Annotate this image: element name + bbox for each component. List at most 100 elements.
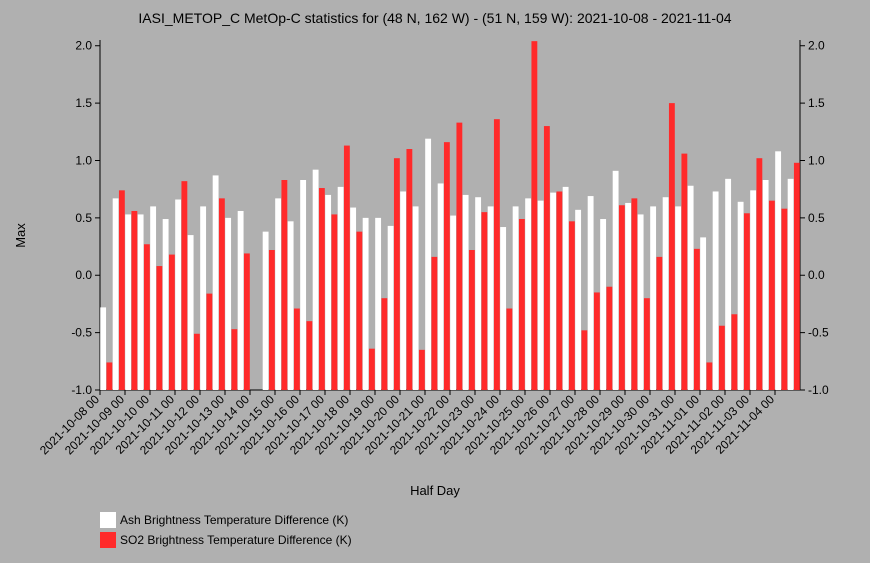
bar-so2 <box>381 298 388 390</box>
bar-ash <box>187 235 194 390</box>
bar-so2 <box>106 362 113 390</box>
bar-ash <box>225 217 232 390</box>
bar-ash <box>650 206 657 390</box>
bar-so2 <box>318 188 325 390</box>
bar-so2 <box>781 208 788 390</box>
bar-ash <box>475 197 482 390</box>
bar-so2 <box>356 231 363 390</box>
bar-ash <box>437 183 444 390</box>
bar-so2 <box>131 210 138 390</box>
bar-ash <box>537 200 544 390</box>
legend-swatch-so2 <box>100 532 116 548</box>
bar-so2 <box>206 293 213 390</box>
bar-so2 <box>218 198 225 390</box>
bar-so2 <box>743 213 750 390</box>
bar-ash <box>112 198 119 390</box>
bar-so2 <box>643 298 650 390</box>
legend-item-ash: Ash Brightness Temperature Difference (K… <box>100 512 348 528</box>
bar-ash <box>500 227 507 390</box>
bar-so2 <box>531 41 538 390</box>
bar-ash <box>550 192 557 390</box>
bar-ash <box>312 169 319 390</box>
bar-ash <box>400 191 407 390</box>
bar-ash <box>387 225 394 390</box>
bar-ash <box>662 197 669 390</box>
y-tick-label-right: -1.0 <box>808 383 829 397</box>
bar-ash <box>587 196 594 390</box>
bar-so2 <box>268 250 275 390</box>
y-tick-label-left: 1.5 <box>75 96 92 110</box>
bar-so2 <box>793 162 800 390</box>
y-tick-label-left: 0.0 <box>75 268 92 282</box>
bar-so2 <box>231 329 238 390</box>
bar-so2 <box>706 362 713 390</box>
bar-ash <box>700 237 707 390</box>
y-tick-label-left: 2.0 <box>75 39 92 53</box>
bar-ash <box>375 217 382 390</box>
bar-ash <box>712 191 719 390</box>
bar-ash <box>237 210 244 390</box>
y-tick-label-left: -1.0 <box>71 383 92 397</box>
bar-ash <box>562 186 569 390</box>
bar-ash <box>512 206 519 390</box>
bar-so2 <box>368 348 375 390</box>
bar-ash <box>600 219 607 390</box>
bar-ash <box>450 215 457 390</box>
x-axis-label: Half Day <box>410 483 460 498</box>
chart-title: IASI_METOP_C MetOp-C statistics for (48 … <box>138 10 732 26</box>
y-tick-label-left: 1.0 <box>75 153 92 167</box>
bar-ash <box>212 175 219 390</box>
bar-so2 <box>568 221 575 390</box>
bar-ash <box>487 206 494 390</box>
bar-so2 <box>343 145 350 390</box>
bar-so2 <box>143 244 150 390</box>
bar-ash <box>737 201 744 390</box>
bar-so2 <box>631 198 638 390</box>
bar-ash <box>275 198 282 390</box>
y-tick-label-right: 2.0 <box>808 39 825 53</box>
bar-so2 <box>756 158 763 390</box>
bar-so2 <box>681 153 688 390</box>
bar-ash <box>262 231 269 390</box>
bar-ash <box>412 206 419 390</box>
bar-so2 <box>418 349 425 390</box>
bar-so2 <box>481 212 488 390</box>
bar-ash <box>150 206 157 390</box>
bar-so2 <box>331 214 338 390</box>
bar-ash <box>287 221 294 390</box>
bar-ash <box>687 185 694 390</box>
bar-so2 <box>306 321 313 390</box>
bar-so2 <box>393 158 400 390</box>
bar-ash <box>200 206 207 390</box>
bar-ash <box>175 199 182 390</box>
bar-ash <box>425 138 432 390</box>
bar-so2 <box>406 149 413 390</box>
bar-so2 <box>668 103 675 391</box>
bar-ash <box>350 207 357 390</box>
bar-so2 <box>731 314 738 390</box>
bar-so2 <box>293 308 300 390</box>
bar-ash <box>137 214 144 390</box>
bar-ash <box>100 307 107 390</box>
bar-so2 <box>156 266 163 390</box>
bar-so2 <box>518 219 525 390</box>
bar-so2 <box>243 253 250 390</box>
bar-ash <box>162 219 169 390</box>
bar-so2 <box>581 330 588 390</box>
bar-ash <box>625 202 632 390</box>
bar-so2 <box>281 180 288 390</box>
bar-so2 <box>431 256 438 390</box>
bar-so2 <box>543 126 550 390</box>
bar-ash <box>337 186 344 390</box>
bar-ash <box>762 180 769 390</box>
bar-so2 <box>468 250 475 390</box>
bar-ash <box>675 206 682 390</box>
bar-ash <box>750 190 757 390</box>
bar-ash <box>462 194 469 390</box>
y-tick-label-right: 0.5 <box>808 211 825 225</box>
y-tick-label-left: 0.5 <box>75 211 92 225</box>
bar-so2 <box>181 181 188 390</box>
legend-swatch-ash <box>100 512 116 528</box>
legend-item-so2: SO2 Brightness Temperature Difference (K… <box>100 532 352 548</box>
bar-so2 <box>443 142 450 390</box>
